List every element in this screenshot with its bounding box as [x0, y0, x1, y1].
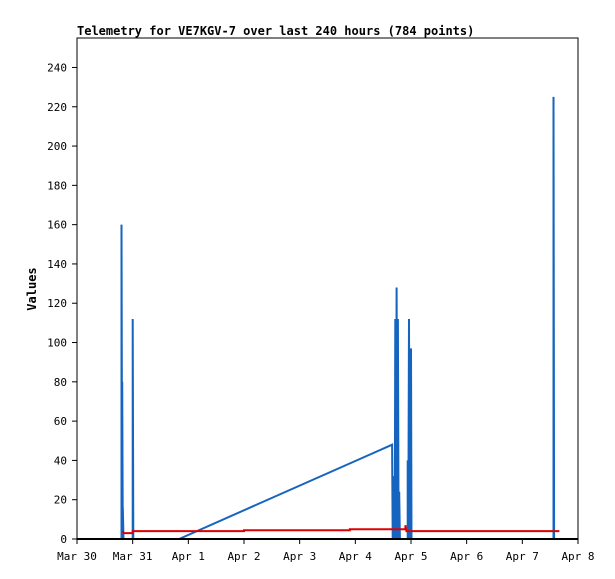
y-tick-label: 100 [47, 337, 67, 350]
plot-area [76, 37, 579, 540]
y-tick-label: 0 [60, 533, 67, 546]
x-tick-label: Mar 31 [113, 550, 153, 563]
y-tick-label: 120 [47, 297, 67, 310]
x-tick-label: Apr 7 [506, 550, 539, 563]
y-tick-label: 20 [54, 494, 67, 507]
x-tick-label: Apr 2 [227, 550, 260, 563]
y-tick-label: 60 [54, 415, 67, 428]
x-tick-label: Apr 5 [394, 550, 427, 563]
y-tick-label: 80 [54, 376, 67, 389]
x-tick-label: Apr 6 [450, 550, 483, 563]
x-axis: Mar 30 Mar 31 Apr 1 Apr 2 Apr 3 Apr 4 Apr 5 Apr… [57, 539, 595, 563]
y-tick-label: 160 [47, 219, 67, 232]
x-tick-label: Apr 8 [561, 550, 594, 563]
x-tick-label: Apr 4 [339, 550, 372, 563]
y-tick-label: 220 [47, 101, 67, 114]
series-line [121, 525, 560, 535]
x-tick-label: Mar 30 [57, 550, 97, 563]
y-tick-label: 180 [47, 179, 67, 192]
y-tick-label: 140 [47, 258, 67, 271]
y-axis-label: Values [25, 267, 39, 310]
x-tick-label: Apr 3 [283, 550, 316, 563]
series-layer [77, 96, 578, 540]
y-axis: 0 20 40 60 80 100 120 140 160 180 200 220 240 [47, 61, 77, 546]
y-tick-label: 40 [54, 454, 67, 467]
chart-title: Telemetry for VE7KGV-7 over last 240 hou… [77, 24, 474, 38]
y-tick-label: 200 [47, 140, 67, 153]
y-tick-label: 240 [47, 61, 67, 74]
x-tick-label: Apr 1 [172, 550, 205, 563]
